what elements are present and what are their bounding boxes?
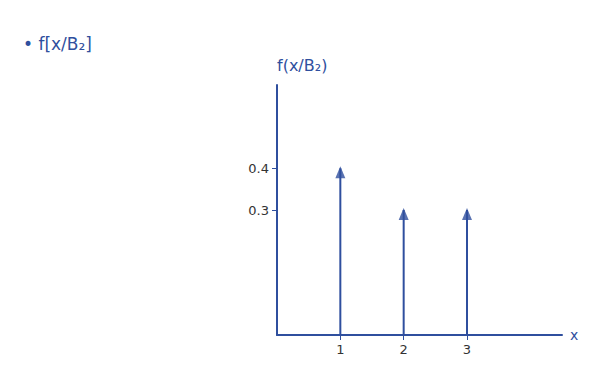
svg-text:1: 1 — [336, 342, 344, 357]
svg-text:0.4: 0.4 — [248, 161, 269, 176]
svg-text:0.3: 0.3 — [248, 203, 269, 218]
svg-text:f(x/B₂): f(x/B₂) — [277, 56, 327, 75]
svg-text:• f[x/B₂]: • f[x/B₂] — [23, 34, 92, 54]
svg-text:3: 3 — [463, 342, 471, 357]
svg-text:2: 2 — [400, 342, 408, 357]
svg-text:x: x — [570, 327, 578, 343]
